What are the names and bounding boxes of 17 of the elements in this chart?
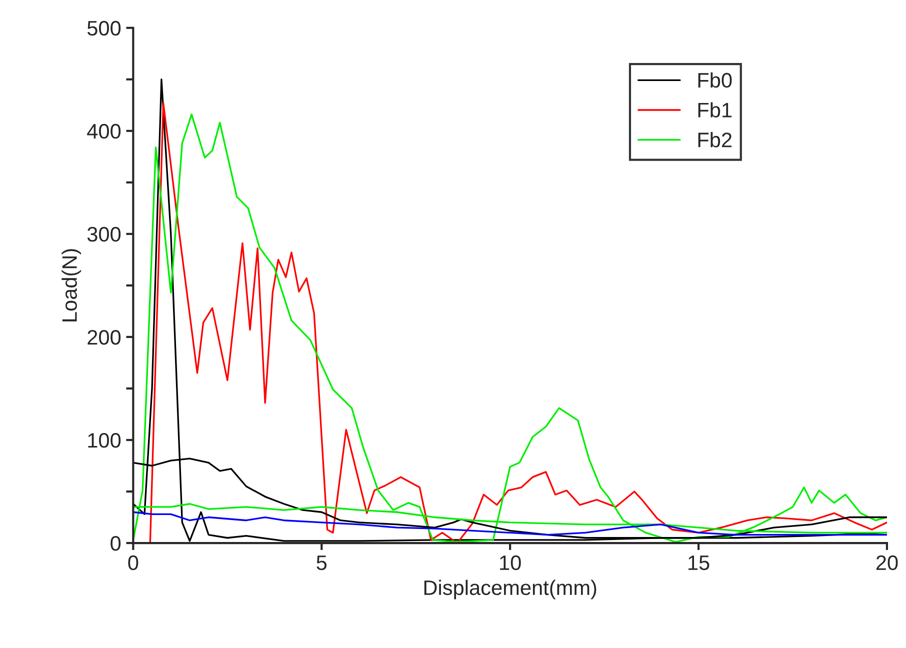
y-tick-label: 500 [87,20,121,36]
y-tick-label: 0 [110,536,121,551]
x-tick-label: 20 [876,555,898,570]
y-tick-label: 100 [88,432,121,448]
legend-label: Fb1 [698,102,732,118]
y-tick-label: 400 [87,124,121,139]
line-series [133,511,887,536]
y-tick-label: 200 [88,330,121,345]
legend-label: Fb2 [698,132,732,148]
x-tick-label: 5 [316,556,327,570]
legend-label: Fb0 [698,72,732,88]
x-tick-label: 0 [128,555,138,570]
y-axis-title: Load(N) [62,249,82,322]
x-tick-label: 10 [500,555,521,570]
y-tick-label: 300 [87,226,121,242]
x-axis-title: Displacement(mm) [424,580,596,600]
x-tick-label: 15 [688,556,710,570]
